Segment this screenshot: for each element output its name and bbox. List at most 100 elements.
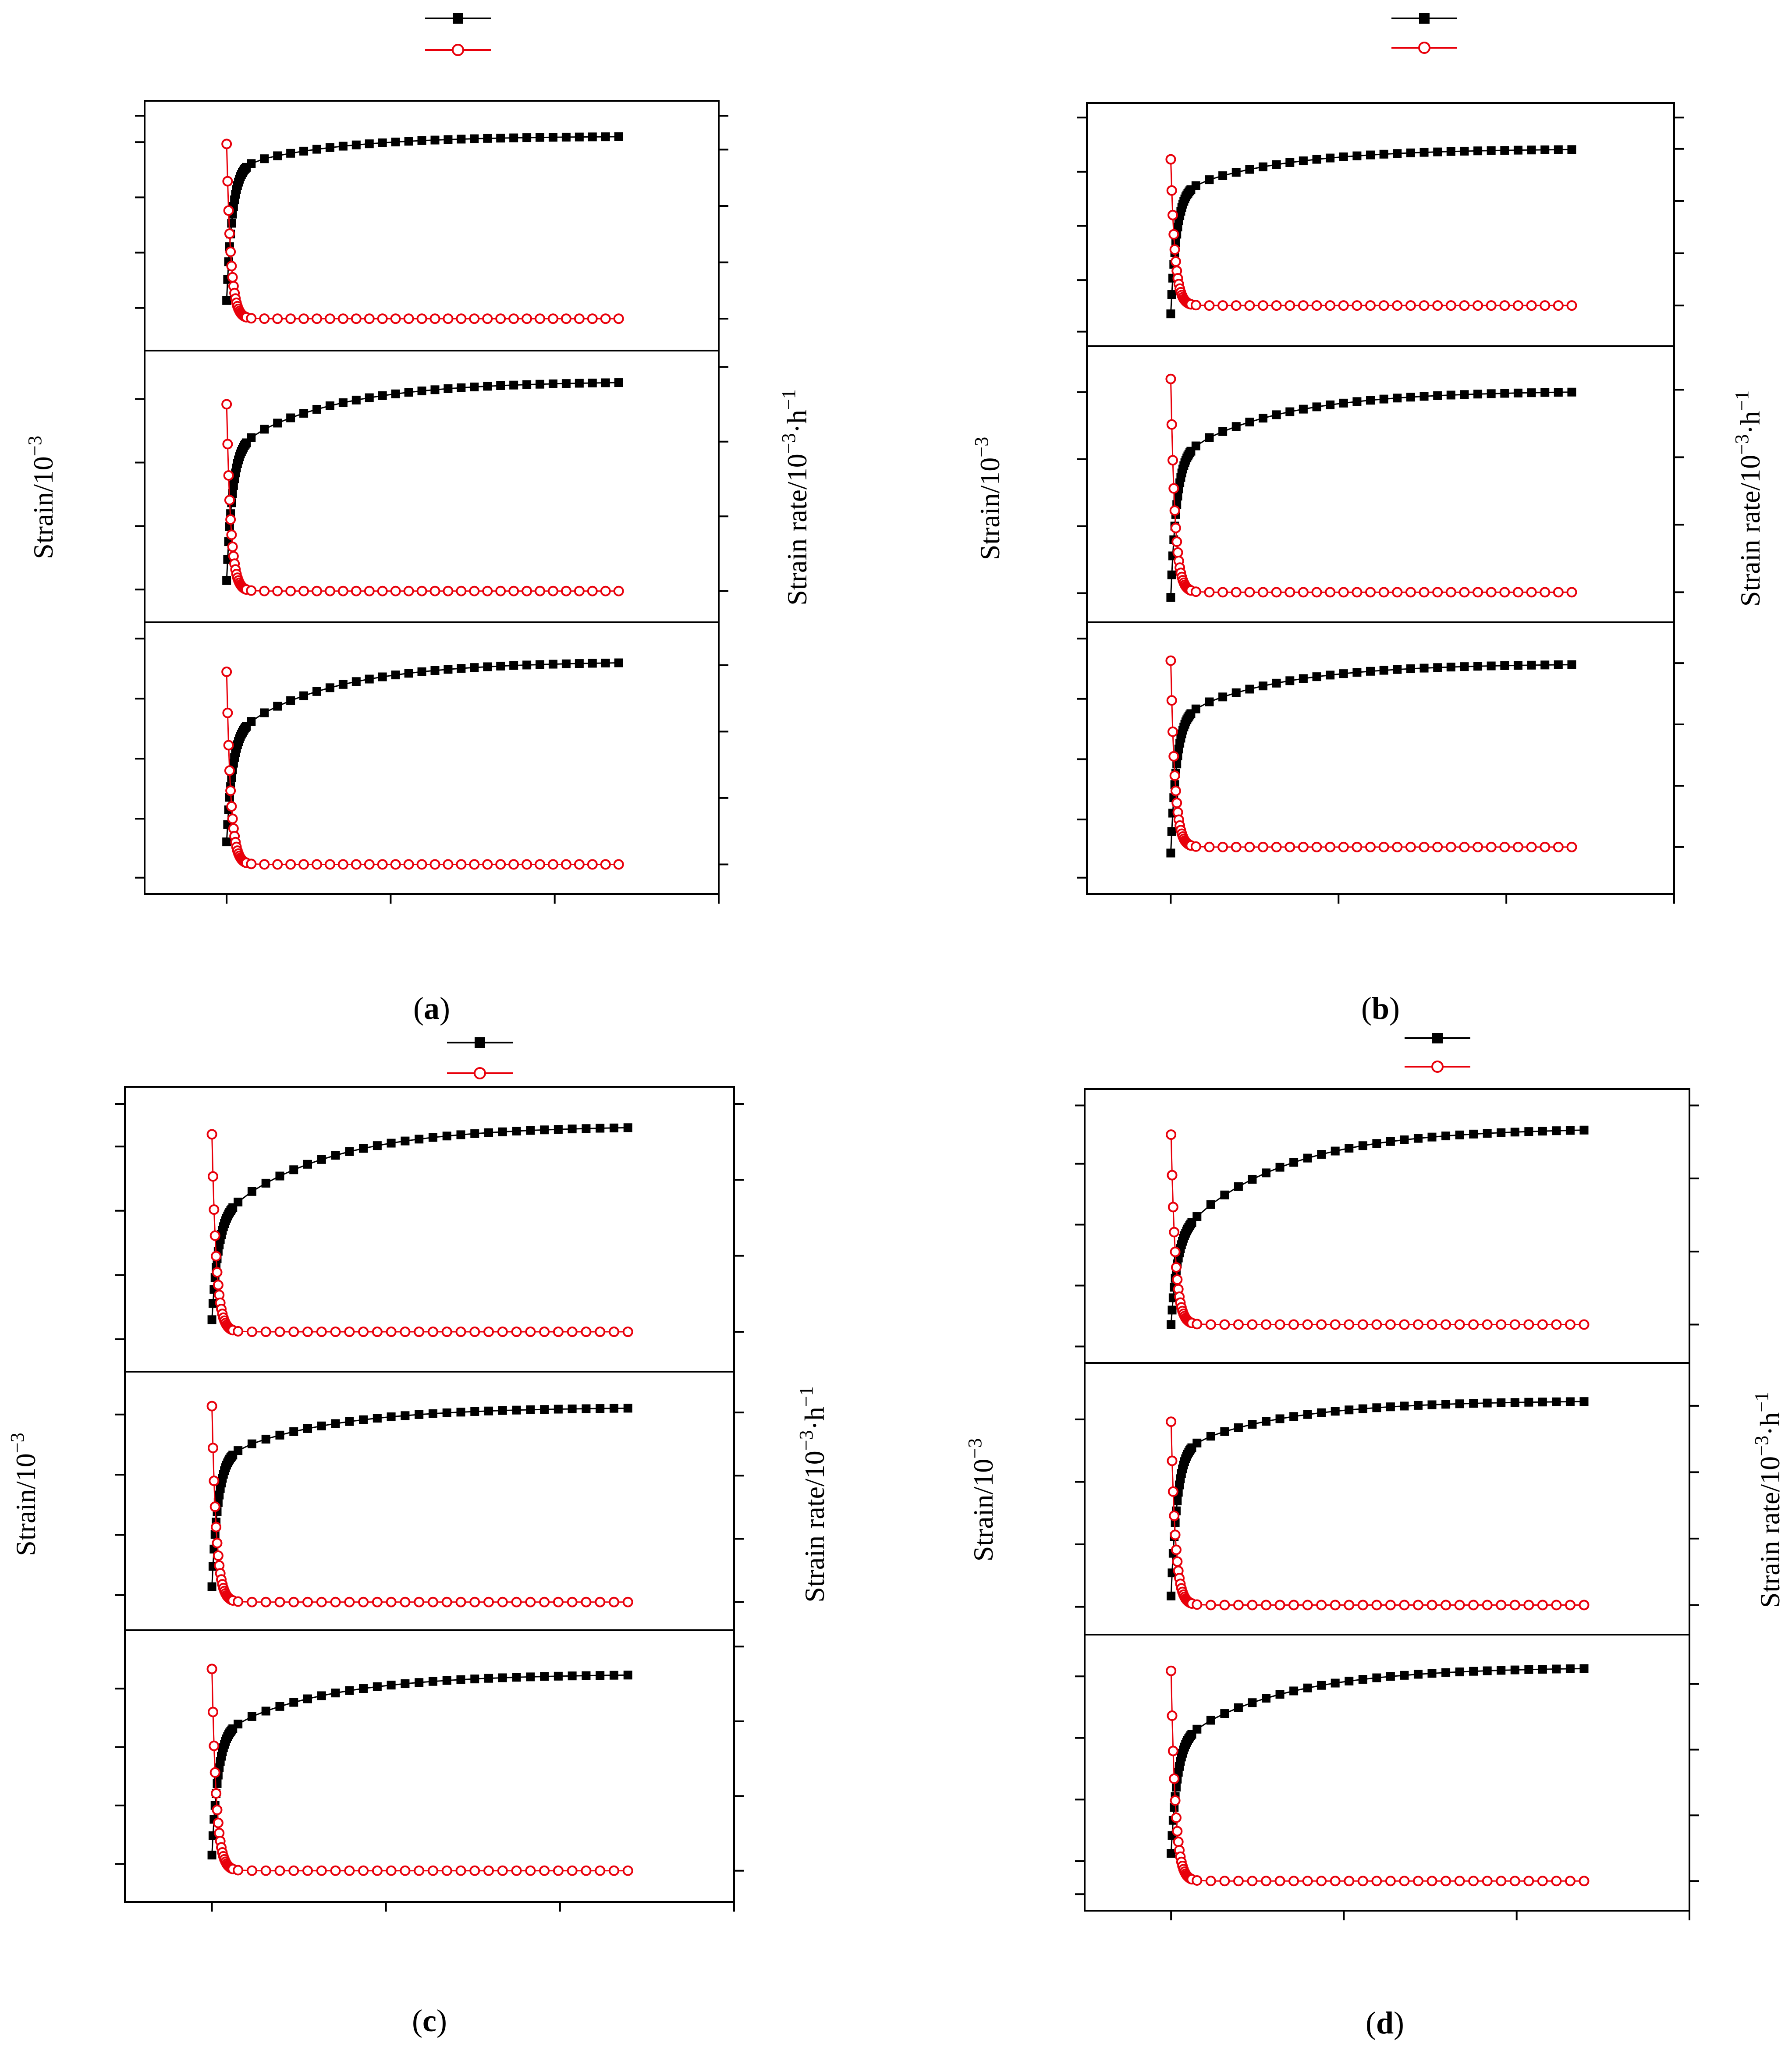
strain-point bbox=[1446, 390, 1455, 400]
strain-point bbox=[1372, 1403, 1381, 1412]
strain-point bbox=[540, 1672, 549, 1681]
strain-rate-point bbox=[330, 1327, 341, 1337]
strain-rate-point bbox=[1217, 841, 1228, 852]
strain-rate-point bbox=[1566, 841, 1577, 852]
strain-rate-point bbox=[211, 1788, 222, 1799]
figure-caption: (c) bbox=[412, 2003, 447, 2038]
strain-rate-point bbox=[1551, 1876, 1562, 1887]
strain-rate-point bbox=[1271, 841, 1282, 852]
strain-rate-point bbox=[212, 1805, 223, 1816]
strain-rate-point bbox=[581, 1327, 592, 1337]
strain-rate-point bbox=[302, 1865, 313, 1876]
strain-point bbox=[470, 134, 479, 143]
strain-rate-point bbox=[581, 1865, 592, 1876]
strain-point bbox=[1393, 149, 1402, 158]
strain-point bbox=[247, 1439, 256, 1448]
legend bbox=[1405, 1033, 1470, 1073]
panel-natural bbox=[1075, 1362, 1699, 1635]
strain-rate-point bbox=[483, 1865, 494, 1876]
strain-point bbox=[512, 1405, 521, 1415]
strain-line bbox=[211, 1674, 628, 1855]
strain-rate-point bbox=[469, 1596, 480, 1607]
strain-point bbox=[1259, 681, 1267, 691]
strain-rate-point bbox=[595, 1327, 606, 1337]
strain-point bbox=[303, 1694, 312, 1703]
strain-rate-point bbox=[222, 439, 233, 450]
strain-point bbox=[325, 143, 334, 152]
strain-point bbox=[1262, 1168, 1270, 1178]
strain-rate-point bbox=[1170, 785, 1181, 796]
strain-rate-point bbox=[1311, 300, 1322, 311]
strain-rate-point bbox=[1316, 1600, 1327, 1611]
strain-point bbox=[457, 383, 466, 392]
strain-rate-point bbox=[259, 859, 270, 870]
strain-point bbox=[1285, 158, 1295, 167]
strain-rate-point bbox=[1171, 1544, 1182, 1555]
strain-rate-point bbox=[372, 1596, 383, 1607]
strain-rate-point bbox=[1171, 1262, 1182, 1273]
strain-rate-point bbox=[508, 859, 519, 870]
strain-point bbox=[1441, 1400, 1451, 1409]
strain-point bbox=[1565, 1126, 1575, 1135]
strain-point bbox=[536, 380, 545, 389]
strain-point bbox=[1234, 1423, 1243, 1432]
strain-point bbox=[1275, 1163, 1285, 1172]
strain-rate-point bbox=[1165, 154, 1176, 165]
strain-rate-point bbox=[1217, 587, 1228, 598]
strain-rate-point bbox=[246, 313, 257, 324]
strain-point bbox=[286, 149, 295, 158]
strain-rate-point bbox=[1165, 373, 1176, 384]
strain-point bbox=[428, 1409, 437, 1418]
strain-point bbox=[1513, 388, 1522, 397]
strain-point bbox=[378, 672, 387, 681]
strain-point bbox=[568, 1671, 577, 1681]
strain-point bbox=[1372, 1673, 1381, 1682]
strain-rate-point bbox=[600, 313, 611, 324]
strain-point bbox=[1406, 664, 1415, 674]
strain-point bbox=[614, 378, 623, 387]
strain-rate-point bbox=[1167, 1710, 1178, 1721]
panel-frame bbox=[124, 1629, 735, 1903]
strain-point bbox=[260, 708, 269, 717]
strain-rate-point bbox=[547, 585, 558, 596]
strain-rate-point bbox=[1371, 1319, 1382, 1330]
strain-line bbox=[1170, 1129, 1584, 1325]
strain-point bbox=[575, 132, 584, 142]
strain-rate-point bbox=[312, 313, 322, 324]
strain-point bbox=[325, 401, 334, 410]
strain-rate-point bbox=[511, 1596, 522, 1607]
strain-point bbox=[1579, 1664, 1589, 1673]
strain-point bbox=[1386, 1402, 1395, 1412]
strain-point bbox=[1565, 1397, 1575, 1406]
strain-rate-point bbox=[259, 585, 270, 596]
strain-rate-point bbox=[1537, 1319, 1548, 1330]
strain-rate-point bbox=[272, 313, 283, 324]
strain-point bbox=[561, 132, 571, 142]
strain-rate-point bbox=[344, 1596, 355, 1607]
strain-rate-point bbox=[1357, 1876, 1368, 1887]
strain-point bbox=[548, 660, 557, 669]
strain-rate-point bbox=[1170, 1795, 1181, 1806]
strain-rate-point bbox=[547, 313, 558, 324]
strain-point bbox=[483, 662, 492, 671]
strain-point bbox=[588, 132, 597, 142]
strain-rate-point bbox=[213, 1280, 224, 1291]
strain-point bbox=[317, 1421, 326, 1430]
strain-rate-point bbox=[1445, 841, 1456, 852]
strain-rate-point bbox=[613, 585, 624, 596]
strain-rate-point bbox=[1325, 841, 1336, 852]
strain-rate-point bbox=[324, 585, 335, 596]
strain-rate-line bbox=[1170, 1422, 1584, 1606]
strain-point bbox=[1192, 1212, 1202, 1221]
y-axis-label-exp: −3 bbox=[24, 436, 46, 456]
strain-point bbox=[498, 1406, 507, 1415]
strain-point bbox=[1500, 661, 1509, 670]
strain-rate-point bbox=[1172, 547, 1183, 558]
strain-rate-point bbox=[1496, 1876, 1507, 1887]
legend-strain-rate-marker bbox=[1431, 1061, 1444, 1073]
strain-point bbox=[1554, 388, 1563, 397]
strain-rate-point bbox=[608, 1596, 619, 1607]
caption-close: ) bbox=[1394, 2005, 1404, 2040]
strain-rate-point bbox=[595, 1596, 606, 1607]
